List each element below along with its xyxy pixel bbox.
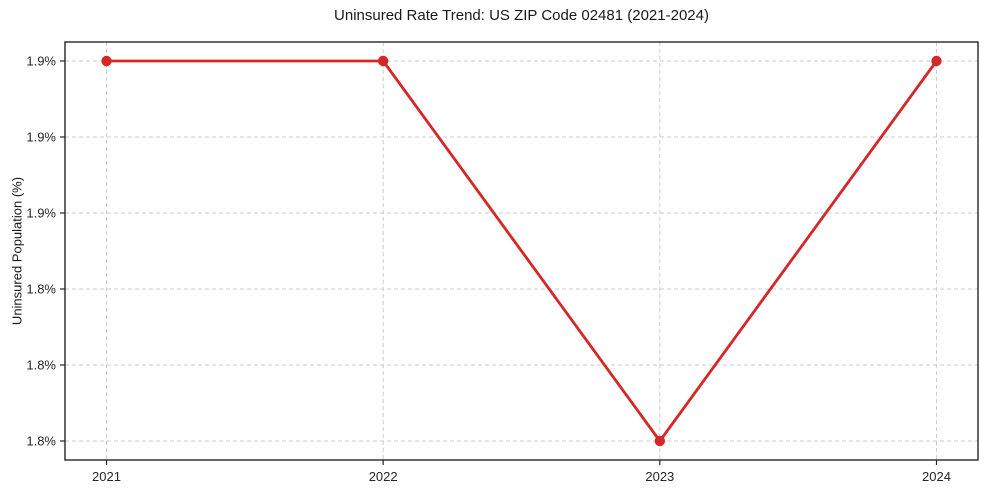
plot-border — [64, 41, 979, 461]
y-tick-label: 1.9% — [26, 205, 56, 221]
x-tick-label: 2024 — [922, 469, 951, 484]
y-tick-label: 1.8% — [26, 281, 56, 297]
x-tick-label: 2021 — [92, 469, 121, 484]
data-point — [931, 55, 942, 67]
chart-title: Uninsured Rate Trend: US ZIP Code 02481 … — [334, 7, 709, 24]
y-tick-label: 1.8% — [26, 357, 56, 373]
y-tick-label: 1.8% — [26, 433, 56, 449]
data-point — [654, 435, 666, 447]
x-tick-label: 2022 — [368, 469, 398, 484]
data-point — [101, 55, 112, 67]
x-tick-label: 2023 — [645, 469, 675, 484]
trend-line — [105, 59, 938, 443]
data-point — [377, 55, 389, 67]
y-tick-label: 1.9% — [26, 129, 56, 145]
y-tick-label: 1.9% — [26, 53, 56, 69]
